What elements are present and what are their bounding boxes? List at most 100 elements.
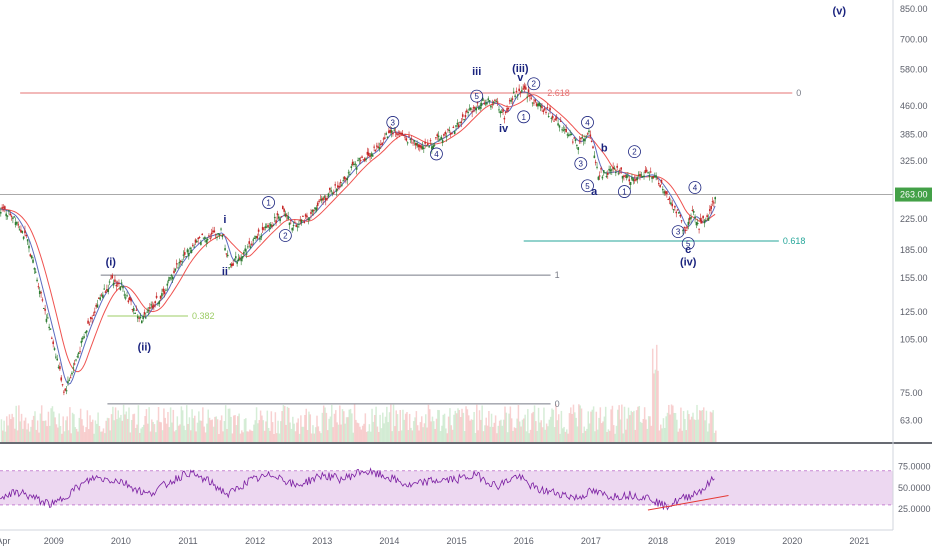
price-candle <box>436 134 439 137</box>
price-axis[interactable]: 850.00 700.00 580.00 460.00 385.00 325.00 225.… <box>895 4 932 514</box>
volume-bar <box>343 411 345 442</box>
price-candle <box>22 236 25 239</box>
volume-bar <box>533 405 536 442</box>
price-candle <box>437 135 440 138</box>
volume-bar <box>51 406 54 442</box>
price-candle <box>537 103 539 107</box>
volume-bar <box>662 418 665 442</box>
price-candle <box>280 216 283 218</box>
price-tick-label: 850.00 <box>900 4 928 14</box>
price-candle <box>286 215 288 217</box>
price-candle <box>617 173 620 175</box>
volume-bar <box>181 410 184 442</box>
volume-bar <box>216 419 219 442</box>
volume-bar <box>94 420 97 442</box>
volume-bar <box>290 428 293 442</box>
volume-bar <box>165 423 168 442</box>
volume-bar <box>69 407 71 442</box>
volume-bar <box>588 423 591 442</box>
price-candle <box>517 94 519 96</box>
volume-bar <box>619 419 622 442</box>
price-candle <box>296 226 299 228</box>
volume-bar <box>293 423 295 442</box>
volume-bar <box>14 428 16 442</box>
price-candle <box>562 129 565 131</box>
price-candle <box>26 239 29 242</box>
volume-bar <box>148 407 150 442</box>
volume-bar <box>340 424 342 442</box>
volume-bar <box>599 407 602 442</box>
volume-bar <box>211 419 213 442</box>
volume-bar <box>125 411 128 442</box>
current-price-badge <box>895 187 932 202</box>
price-candle <box>487 98 490 100</box>
volume-bar <box>516 418 518 442</box>
price-candle <box>699 218 702 221</box>
volume-bar <box>348 409 350 442</box>
price-candle <box>714 197 716 200</box>
volume-bar <box>316 415 318 442</box>
volume-bar <box>639 421 642 442</box>
price-candle <box>479 106 481 109</box>
price-candle <box>95 304 97 307</box>
price-candle <box>166 283 169 286</box>
price-candle <box>28 245 30 249</box>
volume-bar <box>416 425 419 442</box>
volume-bar <box>156 420 158 442</box>
price-candle <box>559 120 562 122</box>
volume-bar <box>312 425 314 442</box>
price-candle <box>551 115 554 119</box>
volume-bar <box>643 407 646 442</box>
price-candle <box>159 295 162 299</box>
price-candle <box>100 294 103 296</box>
price-candle <box>594 161 597 163</box>
price-candle <box>508 100 511 102</box>
price-candle <box>631 177 633 180</box>
volume-bar <box>486 425 489 442</box>
volume-bar <box>300 415 302 442</box>
volume-bar <box>177 425 180 442</box>
volume-bar <box>666 412 669 442</box>
price-candle <box>687 221 690 226</box>
volume-bar <box>71 412 74 442</box>
time-tick-label: 2021 <box>849 536 869 546</box>
volume-bar <box>365 431 368 442</box>
price-candle <box>596 166 598 168</box>
price-candle <box>573 137 575 139</box>
volume-bar <box>361 425 364 442</box>
volume-bar <box>242 432 244 442</box>
volume-bar <box>528 433 530 442</box>
price-candle <box>253 237 256 239</box>
volume-bar <box>304 414 306 442</box>
price-candle <box>576 144 578 146</box>
price-candle <box>335 188 338 192</box>
volume-bar <box>521 419 524 442</box>
time-tick-label: 2011 <box>178 536 197 546</box>
price-candle <box>635 179 637 181</box>
price-candle <box>147 310 150 312</box>
price-candle <box>707 217 710 221</box>
volume-bar <box>501 425 504 442</box>
volume-bar <box>302 426 305 442</box>
price-candle <box>175 263 178 265</box>
fib-label: 2.618 <box>547 88 570 98</box>
price-candle <box>555 117 558 119</box>
price-candle <box>625 175 628 178</box>
price-candle <box>315 207 318 211</box>
volume-bar <box>425 414 427 442</box>
price-candle <box>700 221 703 224</box>
volume-bar <box>715 430 717 442</box>
volume-bar <box>576 426 579 442</box>
volume-bar <box>160 422 162 442</box>
price-candle <box>183 252 186 255</box>
price-candle <box>80 340 83 344</box>
time-axis[interactable]: Apr 2009 2010 2011 2012 2013 2014 2015 2016 2017 2… <box>0 536 869 546</box>
wave-circle-label: 5 <box>686 239 691 248</box>
volume-bar <box>559 433 561 442</box>
price-candle <box>141 320 143 324</box>
volume-bar <box>263 430 266 442</box>
price-candle <box>629 181 632 185</box>
price-candle <box>683 226 686 228</box>
volume-bar <box>91 419 94 442</box>
